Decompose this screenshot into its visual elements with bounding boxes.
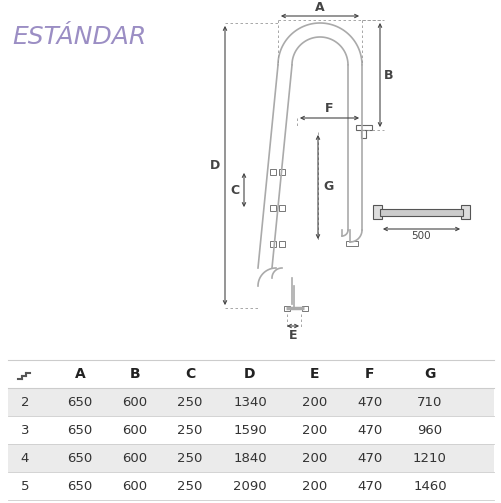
Bar xyxy=(279,241,285,247)
Text: 5: 5 xyxy=(21,479,29,492)
Text: C: C xyxy=(230,184,239,197)
Text: 1460: 1460 xyxy=(412,479,446,492)
Text: 600: 600 xyxy=(122,424,147,437)
Text: 650: 650 xyxy=(67,395,93,408)
Text: 600: 600 xyxy=(122,395,147,408)
Text: 710: 710 xyxy=(416,395,442,408)
Text: 650: 650 xyxy=(67,479,93,492)
Text: G: G xyxy=(423,367,435,381)
Bar xyxy=(8,444,493,472)
Text: A: A xyxy=(75,367,85,381)
Text: 3: 3 xyxy=(21,424,29,437)
Text: G: G xyxy=(322,181,333,194)
Text: A: A xyxy=(315,1,324,14)
Bar xyxy=(460,205,469,219)
Text: 470: 470 xyxy=(357,424,382,437)
Text: 600: 600 xyxy=(122,479,147,492)
Text: 4: 4 xyxy=(21,452,29,464)
Bar xyxy=(355,125,371,130)
Text: 1210: 1210 xyxy=(412,452,446,464)
Text: E: E xyxy=(310,367,319,381)
Bar xyxy=(270,241,276,247)
Bar xyxy=(302,306,308,311)
Text: 650: 650 xyxy=(67,452,93,464)
Text: D: D xyxy=(244,367,255,381)
Text: C: C xyxy=(184,367,195,381)
Text: 200: 200 xyxy=(302,424,327,437)
Text: ESTÁNDAR: ESTÁNDAR xyxy=(12,25,146,49)
Bar xyxy=(8,388,493,416)
Text: 250: 250 xyxy=(177,452,202,464)
Text: 2: 2 xyxy=(21,395,29,408)
Text: 470: 470 xyxy=(357,479,382,492)
Text: 1590: 1590 xyxy=(232,424,267,437)
Bar xyxy=(372,205,381,219)
Bar xyxy=(279,169,285,175)
Bar xyxy=(270,205,276,211)
Bar xyxy=(8,416,493,444)
Bar xyxy=(8,472,493,500)
Text: 470: 470 xyxy=(357,395,382,408)
Text: 250: 250 xyxy=(177,479,202,492)
Text: 600: 600 xyxy=(122,452,147,464)
Text: 1840: 1840 xyxy=(233,452,266,464)
Text: 200: 200 xyxy=(302,479,327,492)
Bar xyxy=(279,205,285,211)
Bar xyxy=(360,130,365,138)
Text: F: F xyxy=(325,102,333,115)
Text: E: E xyxy=(288,329,297,342)
Text: 200: 200 xyxy=(302,452,327,464)
Text: B: B xyxy=(383,68,393,81)
Text: 960: 960 xyxy=(417,424,442,437)
Text: 250: 250 xyxy=(177,395,202,408)
Bar xyxy=(345,241,357,246)
Bar xyxy=(379,209,462,216)
Text: 650: 650 xyxy=(67,424,93,437)
Text: 2090: 2090 xyxy=(233,479,266,492)
Bar xyxy=(270,169,276,175)
Text: 500: 500 xyxy=(411,231,430,241)
Text: 1340: 1340 xyxy=(232,395,267,408)
Text: B: B xyxy=(129,367,140,381)
Text: 200: 200 xyxy=(302,395,327,408)
Text: 470: 470 xyxy=(357,452,382,464)
Text: F: F xyxy=(365,367,374,381)
Text: 250: 250 xyxy=(177,424,202,437)
Text: D: D xyxy=(209,159,219,172)
Bar xyxy=(284,306,290,311)
